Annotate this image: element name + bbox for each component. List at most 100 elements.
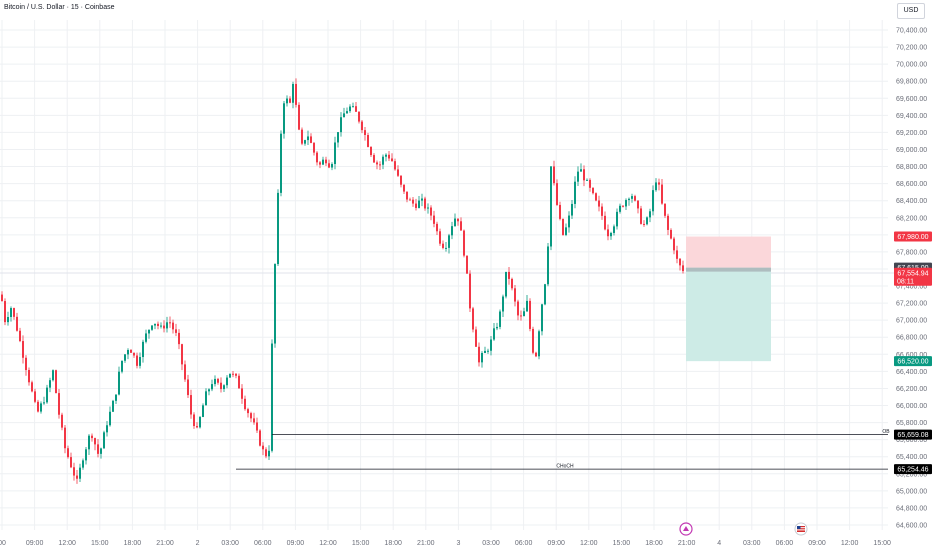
candle-down: [592, 187, 594, 194]
candle-up: [454, 218, 456, 227]
candle-up: [544, 284, 546, 305]
candle-down: [58, 393, 60, 415]
candle-down: [532, 328, 534, 353]
candle-down: [220, 382, 222, 390]
candle-down: [22, 341, 24, 358]
y-tick-label: 66,600.00: [896, 352, 927, 359]
candle-down: [247, 409, 249, 414]
candle-down: [424, 198, 426, 209]
candle-down: [388, 154, 390, 159]
time-markers: [679, 522, 808, 536]
y-tick-label: 69,800.00: [896, 79, 927, 86]
candle-down: [325, 159, 327, 164]
candle-down: [442, 243, 444, 248]
candle-up: [382, 156, 384, 165]
candle-down: [184, 364, 186, 380]
currency-button[interactable]: USD: [897, 3, 925, 19]
candle-down: [163, 325, 165, 329]
candle-down: [55, 370, 57, 394]
candle-up: [613, 226, 615, 233]
candle-up: [547, 246, 549, 285]
candle-down: [472, 308, 474, 330]
candle-down: [676, 250, 678, 259]
candle-up: [526, 300, 528, 312]
candle-up: [142, 341, 144, 358]
y-tick-label: 70,400.00: [896, 28, 927, 35]
symbol-title: Bitcoin / U.S. Dollar · 15 · Coinbase: [4, 4, 115, 11]
candle-up: [304, 140, 306, 144]
candle-up: [649, 211, 651, 218]
candle-up: [85, 449, 87, 461]
x-tick-label: 15:00: [873, 540, 891, 547]
candle-down: [1, 294, 3, 302]
candle-up: [652, 190, 654, 212]
candle-up: [490, 339, 492, 351]
candle-down: [379, 164, 381, 166]
candle-down: [259, 430, 261, 446]
candle-up: [307, 136, 309, 141]
candle-down: [196, 426, 198, 428]
y-tick-label: 65,600.00: [896, 437, 927, 444]
candle-down: [265, 449, 267, 457]
price-axis[interactable]: 64,600.00 64,800.00 65,000.00 65,200.00 65,4…: [896, 28, 927, 530]
candle-up: [619, 205, 621, 212]
y-tick-label: 67,400.00: [896, 284, 927, 291]
candle-up: [574, 181, 576, 204]
candle-down: [31, 382, 33, 392]
candle-down: [439, 231, 441, 244]
price-label: 67,554.94: [897, 270, 928, 277]
ideas-icon: [679, 522, 693, 536]
candle-down: [463, 230, 465, 256]
candle-up: [568, 215, 570, 228]
candle-down: [76, 475, 78, 479]
candle-down: [28, 370, 30, 383]
x-tick-label: 09:00: [808, 540, 826, 547]
candle-down: [511, 278, 513, 289]
candle-up: [655, 182, 657, 191]
candle-down: [319, 162, 321, 165]
time-axis[interactable]: 00 09:00 12:00 15:00 18:00 21:00 2 03:00 06:00 09…: [0, 540, 891, 547]
candle-up: [487, 350, 489, 352]
candle-up: [49, 380, 51, 388]
candle-up: [481, 352, 483, 363]
candle-down: [667, 215, 669, 230]
candle-up: [445, 247, 447, 249]
y-tick-label: 70,000.00: [896, 62, 927, 69]
candle-up: [580, 169, 582, 172]
candle-up: [427, 207, 429, 209]
candle-up: [277, 192, 279, 265]
candle-down: [136, 355, 138, 366]
price-label-bg: [894, 356, 932, 367]
x-tick-label: 4: [717, 540, 721, 547]
candle-up: [385, 154, 387, 157]
x-tick-label: 00: [0, 540, 6, 547]
candle-up: [103, 432, 105, 449]
candle-down: [250, 413, 252, 419]
candle-up: [625, 200, 627, 207]
candle-up: [496, 326, 498, 329]
candle-up: [127, 349, 129, 355]
candle-up: [112, 400, 114, 412]
x-tick-label: 12:00: [58, 540, 76, 547]
candle-down: [520, 315, 522, 317]
candle-down: [400, 175, 402, 185]
candle-down: [682, 265, 684, 272]
candle-up: [79, 467, 81, 479]
grid-lines: [0, 20, 932, 530]
candle-down: [376, 162, 378, 165]
candle-down: [406, 191, 408, 200]
candle-down: [658, 182, 660, 185]
y-tick-label: 66,200.00: [896, 386, 927, 393]
candle-up: [349, 106, 351, 112]
candle-up: [82, 460, 84, 468]
us-flag-icon-stripe: [797, 529, 805, 531]
candle-down: [367, 135, 369, 147]
candle-down: [175, 329, 177, 333]
candle-up: [610, 232, 612, 237]
y-tick-label: 69,400.00: [896, 113, 927, 120]
x-tick-label: 12:00: [319, 540, 337, 547]
candle-up: [418, 200, 420, 208]
candle-down: [598, 200, 600, 207]
candle-down: [391, 158, 393, 162]
